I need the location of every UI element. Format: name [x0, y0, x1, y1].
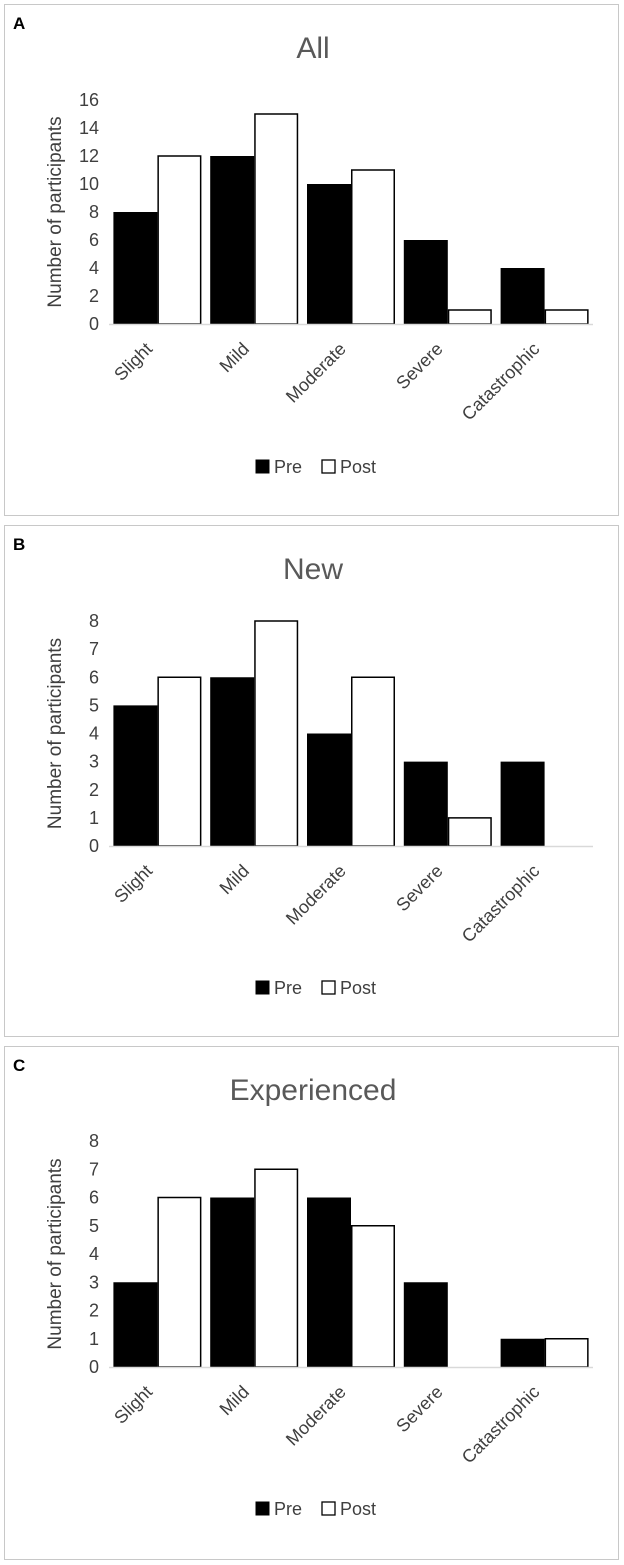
- y-tick-label: 2: [89, 286, 99, 306]
- panel-c: C Experienced Number of participants 0 1 2 3 4…: [4, 1046, 619, 1560]
- chart-svg-a: All Number of participants 0 2 4 6 8 10 12 14 16 Sl…: [45, 32, 593, 477]
- y-axis-label: Number of participants: [45, 1158, 66, 1349]
- panel-a: A All Number of participants 0 2 4 6 8 10 12 14 16…: [4, 4, 619, 516]
- y-tick-label: 0: [89, 1357, 99, 1377]
- legend-swatch-post: [321, 1501, 336, 1516]
- bar-post: [544, 1338, 589, 1368]
- y-tick-label: 0: [89, 836, 99, 856]
- x-tick-label: Mild: [216, 861, 253, 898]
- y-tick-label: 4: [89, 258, 99, 278]
- bar-pre: [403, 1282, 448, 1367]
- bar-pre: [307, 1197, 351, 1367]
- y-tick-label: 8: [89, 611, 99, 631]
- y-tick-label: 5: [89, 695, 99, 715]
- bar-pre: [113, 1282, 158, 1367]
- y-tick-label: 6: [89, 667, 99, 687]
- bar-pre: [403, 240, 448, 324]
- x-tick-label: Mild: [216, 1382, 253, 1419]
- y-tick-label: 6: [89, 230, 99, 250]
- y-tick-label: 6: [89, 1188, 99, 1208]
- y-tick-label: 4: [89, 1244, 99, 1264]
- bar-pre: [210, 1197, 255, 1367]
- y-axis-label: Number of participants: [45, 638, 66, 829]
- y-tick-label: 3: [89, 752, 99, 772]
- x-tick-label: Moderate: [282, 1382, 350, 1450]
- x-tick-label: Severe: [392, 861, 446, 915]
- legend-label-post: Post: [340, 978, 376, 998]
- bar-post: [351, 1225, 395, 1368]
- y-axis-label: Number of participants: [45, 116, 66, 307]
- x-tick-label: Catastrophic: [458, 861, 544, 947]
- x-tick-label: Catastrophic: [458, 1382, 544, 1468]
- bar-pre: [113, 705, 158, 846]
- legend-swatch-pre: [255, 459, 270, 474]
- bar-post: [254, 1168, 299, 1368]
- bar-post: [447, 817, 492, 847]
- bar-pre: [210, 156, 255, 324]
- bar-pre: [113, 212, 158, 324]
- legend-label-post: Post: [340, 1499, 376, 1519]
- y-tick-label: 7: [89, 1159, 99, 1179]
- chart-title: Experienced: [230, 1074, 397, 1107]
- bar-post: [157, 1196, 202, 1368]
- legend-swatch-pre: [255, 1501, 270, 1516]
- bar-post: [351, 676, 395, 847]
- legend-swatch-post: [321, 980, 336, 995]
- y-tick-label: 1: [89, 808, 99, 828]
- y-tick-label: 14: [79, 118, 99, 138]
- x-tick-label: Moderate: [282, 861, 350, 929]
- y-tick-label: 5: [89, 1216, 99, 1236]
- x-tick-label: Mild: [216, 339, 253, 376]
- x-tick-label: Severe: [392, 1382, 446, 1436]
- x-tick-label: Severe: [392, 339, 446, 393]
- bar-post: [447, 309, 492, 325]
- panel-b: B New Number of participants 0 1 2 3 4 5 6 7 8 Slig…: [4, 525, 619, 1037]
- legend-label-post: Post: [340, 457, 376, 477]
- legend-swatch-pre: [255, 980, 270, 995]
- bar-post: [351, 169, 395, 325]
- y-tick-label: 4: [89, 724, 99, 744]
- x-tick-label: Moderate: [282, 339, 350, 407]
- bar-post: [157, 155, 202, 325]
- y-tick-label: 8: [89, 1131, 99, 1151]
- panel-letter: C: [13, 1056, 26, 1075]
- legend-label-pre: Pre: [274, 457, 302, 477]
- legend-label-pre: Pre: [274, 1499, 302, 1519]
- x-tick-label: Slight: [110, 861, 156, 907]
- y-tick-label: 16: [79, 90, 99, 110]
- bar-post: [157, 676, 202, 847]
- bar-post: [254, 113, 299, 325]
- bar-pre: [307, 733, 351, 846]
- bar-pre: [500, 1338, 545, 1367]
- y-tick-label: 1: [89, 1329, 99, 1349]
- chart-svg-c: Experienced Number of participants 0 1 2 3 4 5 6…: [45, 1074, 593, 1519]
- chart-svg-b: New Number of participants 0 1 2 3 4 5 6 7 8 Slight…: [45, 553, 593, 998]
- x-tick-label: Slight: [110, 1382, 156, 1428]
- legend-label-pre: Pre: [274, 978, 302, 998]
- y-tick-label: 10: [79, 174, 99, 194]
- chart-title: New: [283, 553, 343, 586]
- bar-pre: [500, 268, 545, 324]
- x-tick-label: Slight: [110, 339, 156, 385]
- bar-pre: [500, 761, 545, 846]
- bar-post: [544, 309, 589, 325]
- bar-pre: [403, 761, 448, 846]
- y-tick-label: 8: [89, 202, 99, 222]
- bar-post: [254, 620, 299, 847]
- y-tick-label: 7: [89, 639, 99, 659]
- panel-letter: A: [13, 14, 26, 33]
- bar-pre: [210, 677, 255, 846]
- legend-swatch-post: [321, 459, 336, 474]
- y-tick-label: 12: [79, 146, 99, 166]
- panel-letter: B: [13, 535, 26, 554]
- chart-title: All: [296, 32, 329, 65]
- y-tick-label: 0: [89, 314, 99, 334]
- y-tick-label: 2: [89, 1301, 99, 1321]
- bar-pre: [307, 184, 351, 324]
- x-tick-label: Catastrophic: [458, 339, 544, 425]
- y-tick-label: 3: [89, 1272, 99, 1292]
- y-tick-label: 2: [89, 780, 99, 800]
